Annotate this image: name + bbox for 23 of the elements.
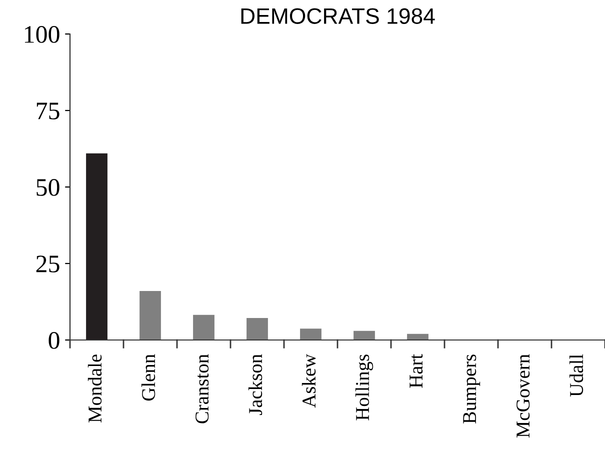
bar: [86, 153, 108, 340]
y-tick-label: 75: [36, 102, 60, 120]
x-tick-label: Mondale: [88, 354, 102, 422]
bar: [354, 330, 375, 340]
x-tick-label: Glenn: [141, 354, 156, 401]
x-tick-label: Jackson: [248, 354, 262, 416]
bar: [193, 314, 214, 340]
x-tick-label: Udall: [569, 354, 584, 397]
bar: [407, 334, 428, 340]
x-tick-label: McGovern: [516, 354, 530, 438]
x-tick-label: Bumpers: [463, 354, 480, 424]
x-tick-label: Askew: [302, 354, 316, 408]
x-tick-label: Hollings: [355, 354, 374, 420]
chart-title: DEMOCRATS 1984: [241, 8, 435, 24]
y-tick-label: 0: [48, 332, 60, 349]
x-tick-label: Cranston: [196, 354, 209, 424]
bar: [140, 291, 161, 340]
bar: [246, 318, 268, 340]
x-tick-label: Hart: [410, 354, 423, 388]
y-tick-label: 50: [36, 179, 60, 196]
bar: [300, 328, 322, 340]
y-tick-label: 25: [36, 256, 60, 272]
y-tick-label: 100: [24, 26, 60, 43]
